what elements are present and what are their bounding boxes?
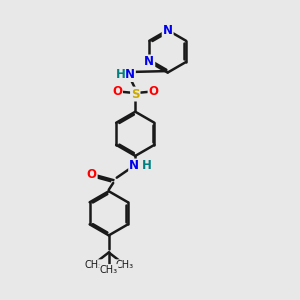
Text: N: N xyxy=(144,56,154,68)
Text: H: H xyxy=(142,159,152,172)
Text: CH₃: CH₃ xyxy=(100,265,118,275)
Text: S: S xyxy=(131,88,140,100)
Text: CH₃: CH₃ xyxy=(84,260,103,270)
Text: O: O xyxy=(112,85,122,98)
Text: N: N xyxy=(125,68,135,81)
Text: N: N xyxy=(129,159,139,172)
Text: N: N xyxy=(163,24,173,37)
Text: H: H xyxy=(116,68,125,81)
Text: O: O xyxy=(87,168,97,181)
Text: CH₃: CH₃ xyxy=(115,260,133,270)
Text: O: O xyxy=(148,85,158,98)
